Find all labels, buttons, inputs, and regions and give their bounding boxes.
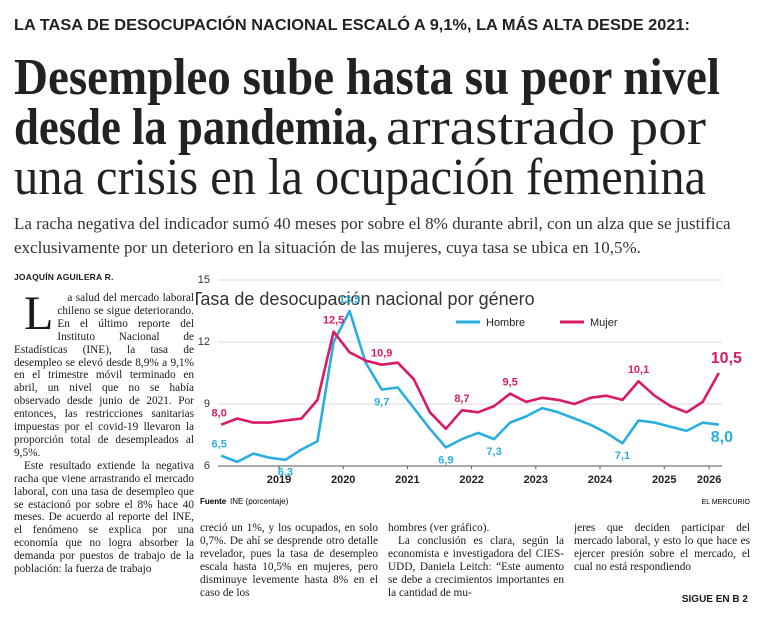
headline-line: una crisis en la ocupación femenina <box>14 149 706 206</box>
data-label: 10,1 <box>628 364 649 376</box>
data-label: 8,0 <box>212 408 227 420</box>
data-label: 8,0 <box>711 429 733 446</box>
data-label: 8,7 <box>454 393 469 405</box>
x-tick-label: 2019 <box>267 474 291 486</box>
chart: Tasa de desocupación nacional por género… <box>196 274 751 506</box>
data-label: 12,5 <box>323 315 344 327</box>
x-tick-label: 2026 <box>697 474 721 486</box>
x-tick-label: 2023 <box>524 474 548 486</box>
x-tick-label: 2022 <box>459 474 483 486</box>
credit: EL MERCURIO <box>702 499 751 506</box>
data-label: 6,3 <box>278 467 293 479</box>
legend-label: Mujer <box>590 317 618 329</box>
kicker: LA TASA DE DESOCUPACIÓN NACIONAL ESCALÓ … <box>14 15 690 34</box>
x-tick-label: 2020 <box>331 474 355 486</box>
paragraph: hombres (ver gráfico). <box>388 522 490 534</box>
data-label: 13,5 <box>339 294 360 306</box>
data-label: 10,9 <box>371 348 392 360</box>
body-column: hombres (ver gráfico). La conclusión es c… <box>388 522 564 612</box>
headline-line: Desempleo sube hasta su peor nivel <box>14 49 720 106</box>
x-tick-label: 2024 <box>588 474 613 486</box>
chart-title: Tasa de desocupación nacional por género <box>196 289 535 309</box>
y-tick-label: 6 <box>204 460 210 472</box>
data-label: 6,5 <box>212 439 227 451</box>
body-column: jeres que deciden participar del mercado… <box>574 522 750 592</box>
source-label: Fuente <box>200 497 227 506</box>
data-label: 9,7 <box>374 396 389 408</box>
data-label: 9,5 <box>502 377 517 389</box>
paragraph: La salud del mercado laboral chileno se … <box>14 292 194 459</box>
continued-note: SIGUE EN B 2 <box>681 594 748 605</box>
series-line <box>220 309 719 464</box>
x-tick-label: 2021 <box>395 474 419 486</box>
data-label: 7,3 <box>486 446 501 458</box>
data-label: 10,5 <box>711 350 742 367</box>
data-label: 7,1 <box>615 450 630 462</box>
y-tick-label: 15 <box>198 274 210 286</box>
header: LA TASA DE DESOCUPACIÓN NACIONAL ESCALÓ … <box>14 15 720 206</box>
body-column: creció un 1%, y los ocupados, en solo 0,… <box>200 522 378 612</box>
headline-line: desde la pandemia, <box>14 99 378 156</box>
byline: JOAQUÍN AGUILERA R. <box>14 272 114 282</box>
body-column: La salud del mercado laboral chileno se … <box>14 292 194 610</box>
paragraph: La conclusión es clara, según la economi… <box>388 534 564 599</box>
paragraph: creció un 1%, y los ocupados, en solo 0,… <box>200 522 378 599</box>
series-line <box>220 330 720 431</box>
headline-line: arrastrado por <box>386 99 706 156</box>
y-tick-label: 9 <box>204 398 210 410</box>
x-tick-label: 2025 <box>652 474 676 486</box>
paragraph: jeres que deciden participar del mercado… <box>574 522 750 573</box>
y-tick-label: 12 <box>198 336 210 348</box>
paragraph: Este resultado extiende la negativa rach… <box>14 459 194 576</box>
source: INE (porcentaje) <box>230 497 289 506</box>
data-label: 6,9 <box>438 454 453 466</box>
legend-label: Hombre <box>486 317 525 329</box>
deck: La racha negativa del indicador sumó 40 … <box>14 214 731 257</box>
